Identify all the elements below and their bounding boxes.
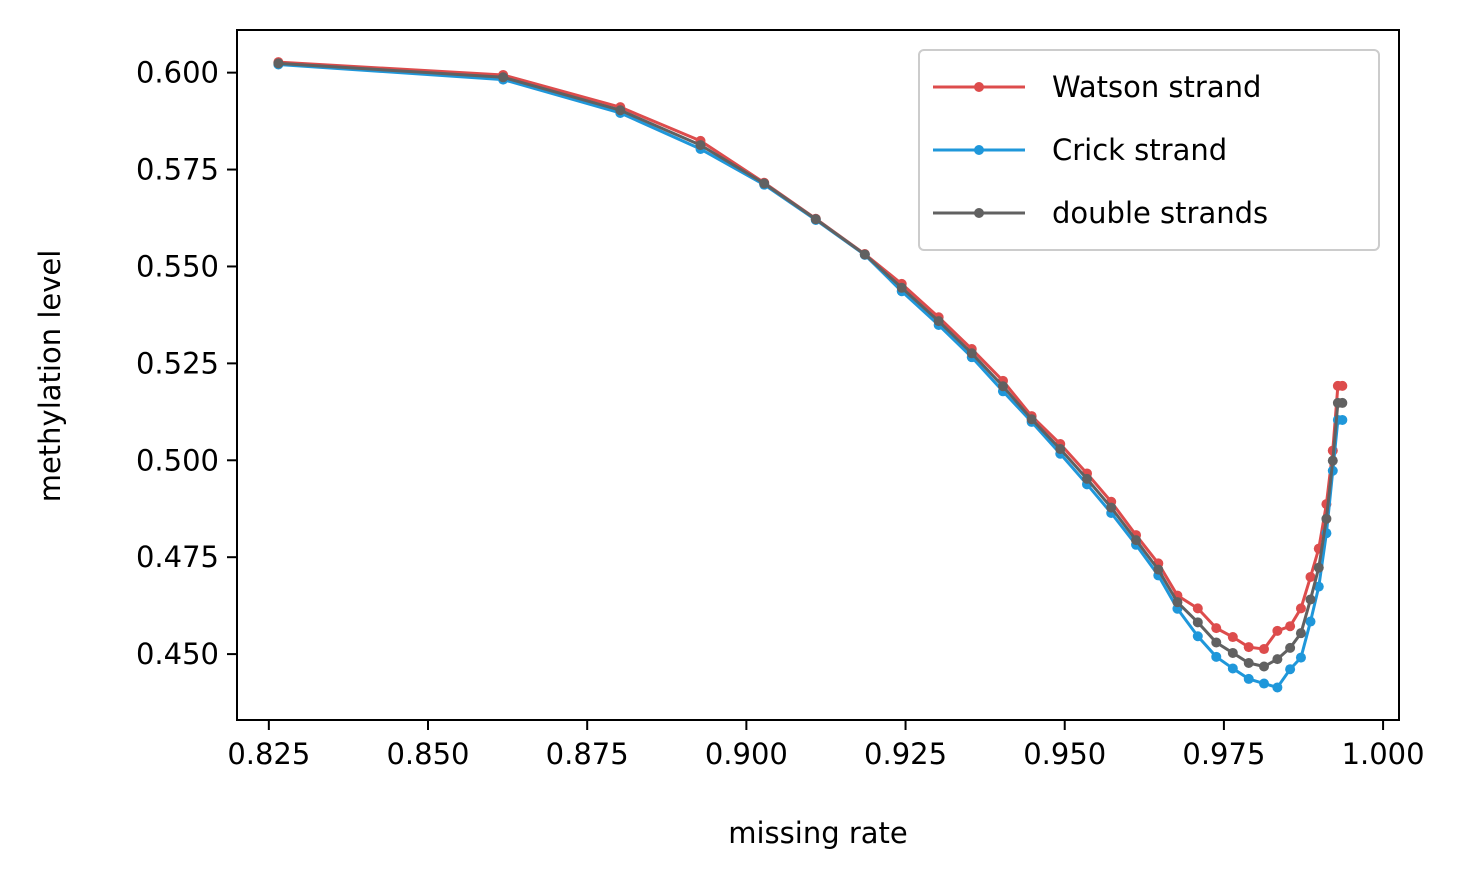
data-point <box>1295 628 1306 639</box>
data-point <box>1172 597 1183 608</box>
x-tick-label: 1.000 <box>1342 737 1425 771</box>
y-axis-label: methylation level <box>33 250 67 503</box>
legend-entry: double strands <box>933 196 1268 230</box>
data-point <box>1337 380 1348 391</box>
data-point <box>1337 414 1348 425</box>
data-point <box>896 282 907 293</box>
series-layer <box>273 57 1348 693</box>
data-point <box>966 348 977 359</box>
data-point <box>1313 562 1324 573</box>
x-tick-label: 0.925 <box>864 737 947 771</box>
data-point <box>1192 631 1203 642</box>
data-point <box>1285 642 1296 653</box>
data-point <box>1313 581 1324 592</box>
y-tick-label: 0.500 <box>136 443 219 477</box>
legend-label: Watson strand <box>1052 70 1261 104</box>
legend-entries: Watson strand Crick strand double strands <box>933 70 1268 230</box>
data-point <box>1131 535 1142 546</box>
data-point <box>1285 664 1296 675</box>
data-point <box>759 178 770 189</box>
data-point <box>1192 617 1203 628</box>
data-point <box>1272 654 1283 665</box>
data-point <box>1082 473 1093 484</box>
data-point <box>1305 594 1316 605</box>
data-point <box>1272 625 1283 636</box>
x-tick-label: 0.850 <box>386 737 469 771</box>
data-point <box>695 140 706 151</box>
x-axis-ticks: 0.825 0.850 0.875 0.900 0.925 0.950 0.975 1.000 <box>227 720 1425 771</box>
data-point <box>1321 513 1332 524</box>
y-tick-label: 0.525 <box>136 346 219 380</box>
series-2 <box>273 58 1348 672</box>
axes-frame <box>236 29 1400 721</box>
data-point <box>1305 616 1316 627</box>
y-tick-label: 0.475 <box>136 540 219 574</box>
legend-swatch-marker <box>974 208 984 218</box>
plot-area <box>236 29 1400 721</box>
data-point <box>1227 632 1238 643</box>
legend-swatch-marker <box>974 145 984 155</box>
y-tick-label: 0.600 <box>136 56 219 90</box>
data-point <box>1153 564 1164 575</box>
legend-label: double strands <box>1052 196 1268 230</box>
y-tick-label: 0.575 <box>136 153 219 187</box>
data-point <box>1259 644 1270 655</box>
data-point <box>1327 455 1338 466</box>
data-point <box>273 58 284 69</box>
data-point <box>1055 444 1066 455</box>
data-point <box>1337 397 1348 408</box>
data-point <box>1259 678 1270 689</box>
data-point <box>1295 652 1306 663</box>
data-point <box>1227 647 1238 658</box>
data-point <box>1285 621 1296 632</box>
data-point <box>933 316 944 327</box>
x-tick-label: 0.900 <box>705 737 788 771</box>
x-tick-label: 0.875 <box>546 737 629 771</box>
legend: Watson strand Crick strand double strands <box>918 49 1380 251</box>
data-point <box>1227 663 1238 674</box>
data-point <box>1243 658 1254 669</box>
y-tick-label: 0.550 <box>136 249 219 283</box>
legend-label: Crick strand <box>1052 133 1227 167</box>
data-point <box>1026 414 1037 425</box>
data-point <box>615 105 626 116</box>
data-point <box>1211 623 1222 634</box>
data-point <box>1211 651 1222 662</box>
x-tick-label: 0.975 <box>1182 737 1265 771</box>
series-line <box>278 61 1343 669</box>
legend-swatch-marker <box>974 82 984 92</box>
data-point <box>859 249 870 260</box>
data-point <box>498 72 509 83</box>
data-point <box>1192 603 1203 614</box>
data-point <box>997 381 1008 392</box>
data-point <box>1106 502 1117 513</box>
legend-entry: Watson strand <box>933 70 1261 104</box>
data-point <box>1211 637 1222 648</box>
data-point <box>1243 642 1254 653</box>
x-axis-label: missing rate <box>728 816 908 850</box>
data-point <box>1243 673 1254 684</box>
x-tick-label: 0.825 <box>227 737 310 771</box>
data-point <box>1305 571 1316 582</box>
data-point <box>1259 661 1270 672</box>
y-axis-ticks: 0.450 0.475 0.500 0.525 0.550 0.575 0.600 <box>136 56 237 671</box>
y-tick-label: 0.450 <box>136 637 219 671</box>
legend-box <box>918 49 1380 251</box>
data-point <box>1295 603 1306 614</box>
legend-entry: Crick strand <box>933 133 1227 167</box>
data-point <box>810 214 821 225</box>
x-tick-label: 0.950 <box>1023 737 1106 771</box>
data-point <box>1272 682 1283 693</box>
